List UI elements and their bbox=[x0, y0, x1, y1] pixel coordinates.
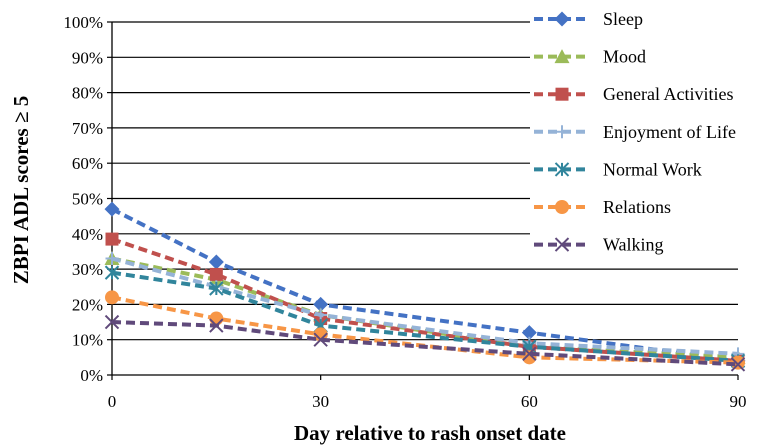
x-axis-label: Day relative to rash onset date bbox=[294, 421, 566, 445]
y-tick-label: 50% bbox=[72, 190, 103, 209]
series-line bbox=[111, 320, 739, 367]
legend-marker bbox=[555, 87, 569, 101]
legend-marker bbox=[554, 237, 570, 252]
data-point bbox=[313, 327, 328, 342]
legend-marker bbox=[555, 125, 569, 139]
legend-label: Walking bbox=[603, 235, 664, 255]
legend-label: General Activities bbox=[603, 84, 733, 104]
data-point bbox=[313, 332, 328, 347]
data-point bbox=[209, 281, 224, 296]
x-tick-label: 30 bbox=[312, 392, 329, 411]
data-point bbox=[208, 254, 224, 270]
x-tick-label: 0 bbox=[108, 392, 117, 411]
legend-label: Enjoyment of Life bbox=[603, 122, 736, 142]
legend-label: Normal Work bbox=[603, 159, 702, 179]
data-point bbox=[730, 357, 746, 372]
series-sleep bbox=[104, 201, 746, 369]
y-tick-label: 90% bbox=[72, 48, 103, 67]
y-tick-label: 10% bbox=[72, 331, 103, 350]
y-axis: 0% 10% 20% 30% 40% 50% 60% 70% 80% 90% 100% bbox=[63, 13, 113, 385]
series-line bbox=[111, 237, 739, 363]
data-point bbox=[104, 314, 120, 330]
data-point bbox=[521, 325, 537, 341]
data-point bbox=[104, 201, 120, 217]
series-walking bbox=[104, 314, 746, 372]
data-point bbox=[209, 318, 224, 333]
data-point bbox=[105, 252, 119, 266]
y-tick-label: 100% bbox=[63, 13, 103, 32]
x-tick-label: 90 bbox=[730, 392, 747, 411]
y-tick-label: 30% bbox=[72, 260, 103, 279]
legend-label: Mood bbox=[603, 47, 646, 67]
legend-marker bbox=[555, 200, 569, 214]
data-point bbox=[105, 232, 119, 246]
series-line bbox=[111, 256, 739, 360]
data-point bbox=[313, 296, 329, 312]
legend: Sleep Mood General Activities Enjoyment of … bbox=[530, 3, 768, 261]
data-point bbox=[209, 267, 223, 281]
y-tick-label: 40% bbox=[72, 225, 103, 244]
data-point bbox=[522, 346, 537, 362]
y-tick-label: 60% bbox=[72, 154, 103, 173]
y-axis-label: ZBPI ADL scores ≥ 5 bbox=[9, 96, 33, 285]
series-relations bbox=[105, 290, 745, 370]
y-tick-label: 70% bbox=[72, 119, 103, 138]
legend-marker bbox=[554, 49, 570, 64]
data-point bbox=[105, 290, 119, 305]
y-tick-label: 80% bbox=[72, 84, 103, 103]
data-point bbox=[104, 265, 120, 280]
series-lines bbox=[104, 201, 746, 372]
y-tick-label: 0% bbox=[80, 366, 103, 385]
legend-marker bbox=[554, 162, 570, 177]
legend-marker bbox=[554, 11, 570, 27]
x-tick-label: 60 bbox=[521, 392, 538, 411]
legend-label: Relations bbox=[603, 197, 671, 217]
y-tick-label: 20% bbox=[72, 295, 103, 314]
legend-label: Sleep bbox=[603, 9, 643, 29]
x-axis: 0 30 60 90 bbox=[108, 374, 747, 411]
